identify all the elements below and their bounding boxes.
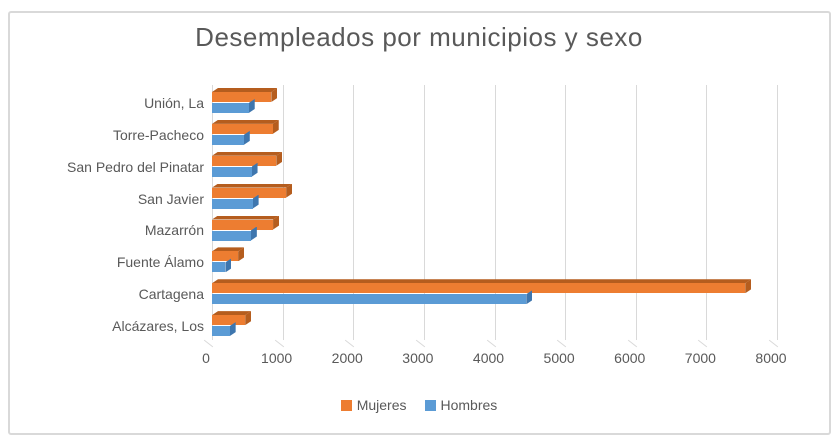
gridline bbox=[565, 85, 567, 340]
gridline bbox=[635, 85, 637, 340]
category-row bbox=[212, 117, 777, 149]
bars-layer bbox=[212, 85, 777, 340]
bar-mujeres-1[interactable] bbox=[212, 92, 272, 102]
bar-hombres-6[interactable] bbox=[212, 262, 226, 273]
x-tick-label: 7000 bbox=[684, 350, 716, 366]
value-axis: 0 1000 2000 3000 4000 5000 6000 7000 8000 bbox=[202, 350, 786, 366]
bar-hombres-8[interactable] bbox=[212, 326, 230, 337]
category-label: San Javier bbox=[137, 190, 204, 207]
x-tick-label: 1000 bbox=[261, 350, 293, 366]
category-axis: Unión, La Torre-Pacheco San Pedro del Pina… bbox=[0, 85, 204, 340]
x-tick-label: 6000 bbox=[614, 350, 646, 366]
x-tick-label: 5000 bbox=[543, 350, 575, 366]
x-tick-label: 8000 bbox=[755, 350, 787, 366]
bar-hombres-7[interactable] bbox=[212, 294, 527, 305]
bar-hombres-5[interactable] bbox=[212, 230, 251, 241]
category-row bbox=[212, 308, 777, 340]
category-row bbox=[212, 149, 777, 181]
legend-label-hombres: Hombres bbox=[440, 397, 498, 413]
category-label: Cartagena bbox=[138, 286, 204, 303]
bar-mujeres-4[interactable] bbox=[212, 187, 287, 198]
x-tick-label: 2000 bbox=[331, 350, 363, 366]
category-label: Torre-Pacheco bbox=[112, 126, 204, 143]
category-label: San Pedro del Pinatar bbox=[67, 158, 204, 175]
category-row bbox=[212, 213, 777, 245]
bar-hombres-1[interactable] bbox=[212, 103, 249, 113]
x-tick-label: 3000 bbox=[402, 350, 434, 366]
x-tick-label: 0 bbox=[202, 350, 210, 366]
legend-swatch-hombres-icon bbox=[424, 399, 436, 411]
category-label: Unión, La bbox=[144, 94, 204, 111]
bar-mujeres-5[interactable] bbox=[212, 219, 274, 230]
category-label: Mazarrón bbox=[144, 222, 204, 239]
legend-swatch-mujeres-icon bbox=[340, 399, 352, 411]
legend-item-hombres[interactable]: Hombres bbox=[424, 397, 498, 413]
category-row bbox=[212, 244, 777, 276]
plot-area[interactable] bbox=[212, 85, 778, 340]
bar-mujeres-3[interactable] bbox=[212, 155, 277, 166]
category-row bbox=[212, 276, 777, 308]
gridline bbox=[423, 85, 425, 340]
category-label: Fuente Álamo bbox=[116, 254, 204, 271]
bar-hombres-3[interactable] bbox=[212, 166, 252, 177]
bar-mujeres-8[interactable] bbox=[212, 315, 246, 326]
category-label: Alcázares, Los bbox=[112, 318, 204, 335]
legend-item-mujeres[interactable]: Mujeres bbox=[340, 397, 407, 413]
gridline bbox=[282, 85, 284, 340]
legend-label-mujeres: Mujeres bbox=[356, 397, 407, 413]
bar-mujeres-2[interactable] bbox=[212, 123, 273, 134]
gridline bbox=[353, 85, 355, 340]
category-row bbox=[212, 181, 777, 213]
chart-title: Desempleados por municipios y sexo bbox=[195, 22, 643, 52]
bar-hombres-2[interactable] bbox=[212, 134, 244, 145]
legend: Mujeres Hombres bbox=[0, 397, 838, 413]
gridline bbox=[777, 85, 778, 340]
bar-hombres-4[interactable] bbox=[212, 198, 253, 209]
gridline bbox=[212, 85, 213, 340]
bar-mujeres-7[interactable] bbox=[212, 283, 746, 294]
x-tick-label: 4000 bbox=[472, 350, 505, 366]
bar-mujeres-6[interactable] bbox=[212, 251, 239, 262]
gridline bbox=[706, 85, 708, 340]
gridline bbox=[494, 85, 496, 340]
category-row bbox=[212, 85, 777, 117]
